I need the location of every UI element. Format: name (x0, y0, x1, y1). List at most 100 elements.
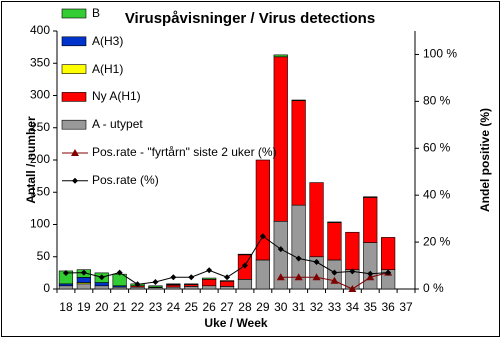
legend-label: A(H3) (92, 34, 124, 48)
line-marker (259, 233, 266, 240)
line-marker (62, 270, 69, 277)
bar (309, 182, 324, 258)
x-tick-label: 19 (77, 300, 91, 314)
line-marker (348, 285, 357, 292)
x-tick-label: 33 (328, 300, 342, 314)
line-marker (367, 270, 374, 277)
bar (219, 286, 235, 290)
bar (237, 279, 253, 290)
line-marker (206, 267, 213, 274)
x-axis-label: Uke / Week (204, 316, 267, 330)
legend-label: A(H1) (92, 62, 124, 76)
line-marker (98, 274, 105, 281)
bar (237, 253, 253, 256)
legend-label: Pos.rate - "fyrtårn" siste 2 uker (%) (92, 146, 277, 159)
line-marker (349, 268, 356, 275)
bar (148, 285, 163, 288)
line-marker (170, 274, 177, 281)
x-tick-label: 23 (149, 300, 163, 314)
x-tick-label: 26 (202, 300, 216, 314)
legend-swatch (61, 64, 87, 74)
bar (363, 196, 378, 198)
bar (255, 159, 270, 261)
line-marker (276, 273, 285, 281)
bar (381, 237, 396, 270)
bar (273, 54, 288, 58)
line-marker (295, 255, 302, 262)
legend-label: Ny A(H1) (92, 90, 141, 104)
legend-swatch (61, 92, 87, 102)
y2-tick-label: 80 % (423, 94, 451, 108)
y-tick-label: 150 (30, 184, 50, 198)
bar (219, 280, 235, 287)
legend-item: Pos.rate - "fyrtårn" siste 2 uker (%) (92, 146, 277, 159)
x-tick-label: 20 (95, 300, 109, 314)
x-tick-label: 30 (274, 300, 288, 314)
bar (76, 277, 91, 283)
y2-tick-label: 0 % (423, 281, 444, 295)
legend-swatch (61, 119, 87, 130)
bar (94, 285, 109, 290)
bar (184, 286, 199, 290)
y-tick-label: 50 (37, 249, 51, 263)
bar (94, 282, 109, 287)
x-tick-label: 36 (381, 300, 395, 314)
line-marker (116, 269, 123, 276)
x-tick-label: 34 (346, 300, 360, 314)
bar (363, 197, 378, 243)
y-tick-label: 250 (30, 120, 50, 134)
bar (363, 242, 378, 290)
chart-title: Viruspåvisninger / Virus detections (125, 10, 375, 27)
x-tick-label: 35 (364, 300, 378, 314)
bar (202, 285, 217, 290)
legend-label: Pos.rate (%) (92, 173, 159, 187)
line-marker (294, 273, 303, 281)
x-tick-label: 25 (185, 300, 199, 314)
legend-label: A - utypet (92, 118, 143, 132)
bar (166, 283, 181, 285)
line-marker (152, 278, 159, 285)
legend-marker (71, 149, 79, 156)
x-tick-label: 22 (131, 300, 145, 314)
line-marker (224, 274, 231, 281)
x-tick-label: 31 (292, 300, 306, 314)
bar (327, 222, 342, 261)
line-marker (313, 259, 320, 266)
bar (58, 285, 74, 290)
line-marker (80, 269, 87, 276)
y-tick-label: 0 (43, 281, 50, 295)
legend-swatch (61, 8, 87, 19)
y-tick-label: 200 (30, 152, 50, 166)
bar (345, 231, 360, 270)
line-marker (366, 273, 375, 281)
line-marker (330, 276, 339, 284)
x-tick-label: 21 (113, 300, 127, 314)
legend-item: Pos.rate (%) (92, 173, 159, 187)
line-marker (385, 269, 392, 276)
y2-tick-label: 20 % (423, 234, 451, 248)
legend-item: B (92, 7, 101, 20)
x-tick-label: 27 (220, 300, 234, 314)
y-tick-label: 100 (30, 217, 50, 231)
x-tick-label: 29 (256, 300, 270, 314)
y-tick-label: 300 (30, 88, 50, 102)
bar (255, 259, 270, 290)
legend-item: Ny A(H1) (92, 90, 141, 104)
bar (327, 221, 342, 223)
legend-label: B (92, 7, 101, 20)
x-tick-label: 37 (399, 300, 413, 314)
x-tick-label: 18 (59, 300, 73, 314)
y2-tick-label: 100 % (423, 47, 457, 61)
y-tick-label: 400 (30, 23, 50, 37)
y-tick-label: 350 (30, 55, 50, 69)
x-tick-label: 32 (310, 300, 324, 314)
legend-item: A - utypet (92, 118, 143, 132)
y2-tick-label: 40 % (423, 187, 451, 201)
bar (202, 279, 217, 287)
bar (291, 99, 306, 101)
line-marker (277, 246, 284, 253)
line-marker (188, 274, 195, 281)
legend-item: A(H3) (92, 34, 124, 48)
bar (219, 280, 235, 282)
x-tick-label: 28 (238, 300, 252, 314)
